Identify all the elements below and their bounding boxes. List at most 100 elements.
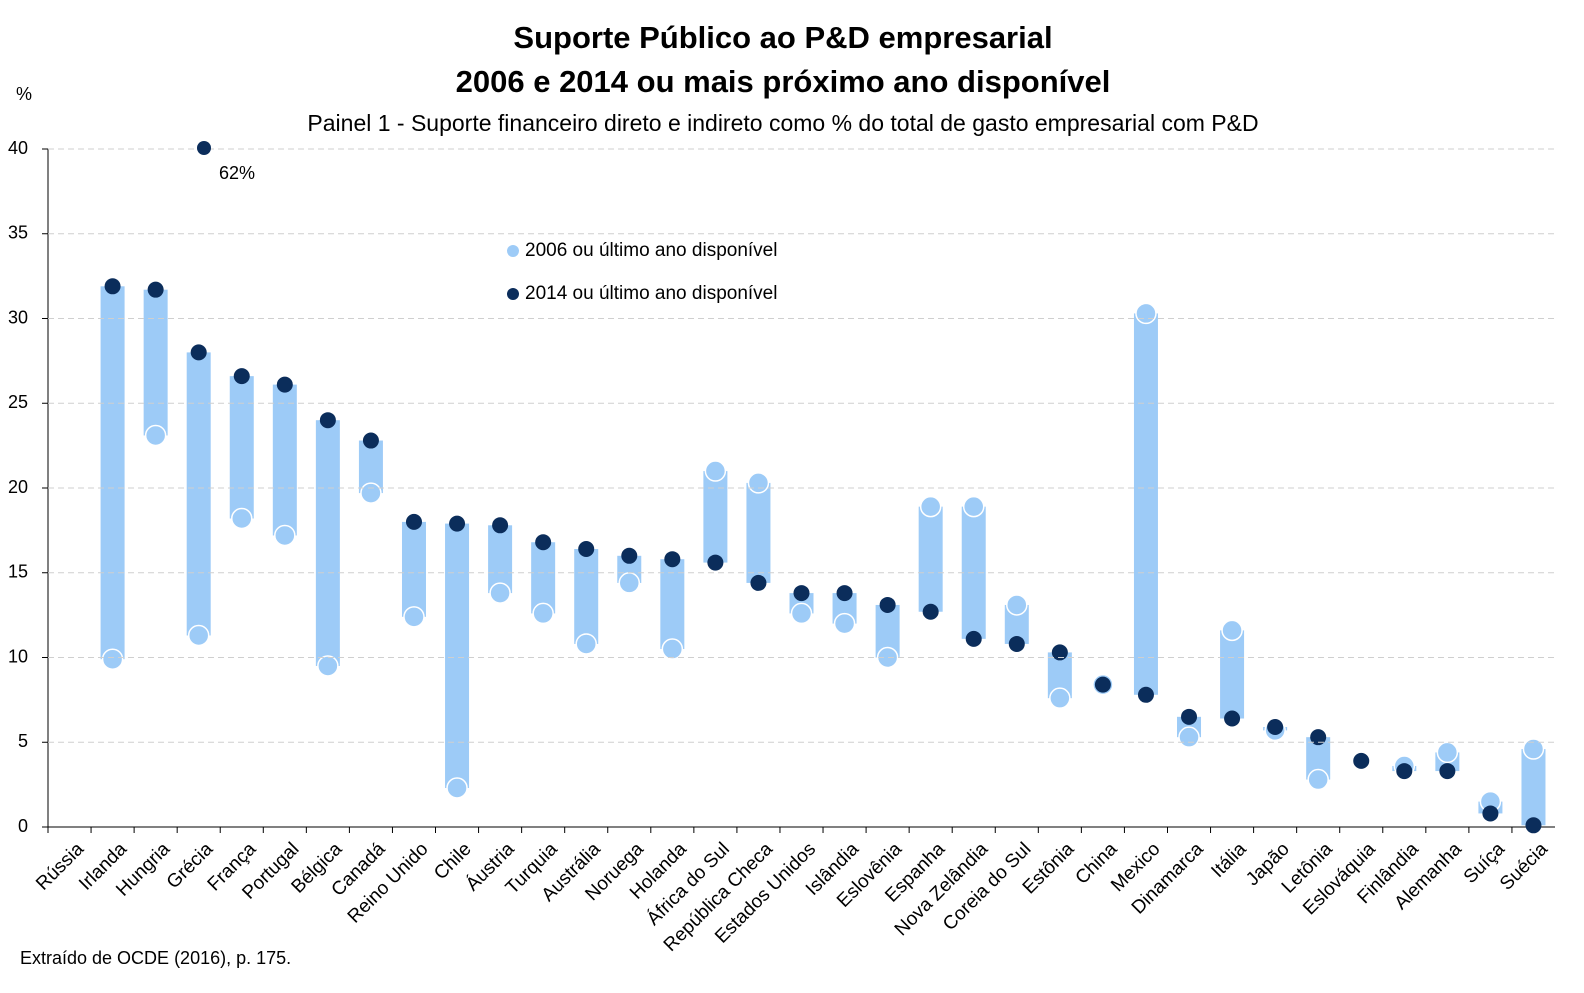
range-bar bbox=[401, 521, 426, 617]
dot bbox=[492, 517, 509, 534]
dot bbox=[1049, 687, 1071, 709]
dot bbox=[403, 606, 425, 628]
range-bar bbox=[229, 376, 254, 519]
dot bbox=[360, 482, 382, 504]
dot bbox=[1353, 752, 1370, 769]
range-bar bbox=[660, 559, 685, 650]
dot bbox=[704, 460, 727, 482]
dot bbox=[1094, 676, 1111, 693]
dot bbox=[922, 603, 939, 620]
dot bbox=[1135, 302, 1157, 325]
dot bbox=[276, 376, 293, 393]
dot bbox=[919, 495, 942, 518]
dot bbox=[1051, 644, 1068, 661]
dot bbox=[1181, 708, 1198, 725]
dot bbox=[1006, 594, 1028, 616]
dot bbox=[1436, 741, 1459, 764]
dot bbox=[144, 424, 167, 447]
dot bbox=[1439, 763, 1456, 780]
y-tick-label: 25 bbox=[8, 392, 28, 412]
dot bbox=[405, 513, 422, 530]
chart-title: Suporte Público ao P&D empresarial bbox=[513, 20, 1052, 55]
dot bbox=[231, 507, 253, 530]
range-bar bbox=[315, 420, 340, 666]
dot bbox=[962, 495, 985, 518]
dot bbox=[1267, 718, 1284, 735]
value-label: 62% bbox=[219, 163, 255, 183]
range-bar bbox=[1521, 749, 1546, 826]
dot bbox=[836, 585, 853, 602]
dot bbox=[707, 554, 724, 571]
dot bbox=[489, 582, 511, 604]
dot bbox=[876, 646, 899, 669]
dot bbox=[750, 574, 767, 591]
range-bar bbox=[574, 549, 599, 644]
dot bbox=[575, 633, 597, 655]
dot bbox=[1008, 635, 1025, 652]
range-bar bbox=[186, 352, 211, 636]
dot bbox=[1307, 768, 1329, 791]
dot bbox=[1482, 805, 1499, 822]
y-tick-label: 10 bbox=[8, 646, 28, 666]
range-bar bbox=[1004, 604, 1029, 644]
range-bar bbox=[445, 523, 470, 789]
y-tick-label: 5 bbox=[18, 731, 28, 751]
dot bbox=[1221, 619, 1243, 642]
dot bbox=[362, 432, 379, 449]
range-bar bbox=[1133, 313, 1158, 695]
source-note: Extraído de OCDE (2016), p. 175. bbox=[20, 948, 291, 968]
legend-marker bbox=[507, 288, 519, 300]
dot bbox=[578, 541, 595, 558]
dot bbox=[233, 368, 250, 385]
dot bbox=[101, 648, 124, 670]
y-tick-label: 40 bbox=[8, 138, 28, 158]
dot bbox=[661, 638, 684, 660]
dot bbox=[446, 777, 468, 799]
dot bbox=[190, 344, 207, 361]
y-tick-label: 20 bbox=[8, 477, 28, 497]
dot bbox=[104, 278, 121, 295]
annotation-marker bbox=[197, 141, 211, 155]
dot bbox=[618, 572, 641, 594]
dot bbox=[274, 524, 296, 547]
dot bbox=[790, 602, 813, 625]
range-bar bbox=[100, 286, 125, 660]
dot bbox=[1396, 763, 1413, 780]
y-axis-label: % bbox=[16, 84, 32, 104]
dot bbox=[621, 547, 638, 564]
chart-title: 2006 e 2014 ou mais próximo ano disponív… bbox=[456, 64, 1111, 99]
x-tick-label: Rússia bbox=[32, 838, 88, 894]
dot bbox=[965, 630, 982, 647]
dot bbox=[147, 281, 164, 298]
dot bbox=[532, 602, 554, 625]
dot bbox=[187, 624, 210, 647]
range-bar bbox=[488, 525, 513, 594]
dot bbox=[449, 515, 466, 532]
range-bar bbox=[918, 506, 943, 612]
dot bbox=[1522, 738, 1545, 760]
range-bar bbox=[703, 471, 728, 563]
range-bar bbox=[746, 482, 771, 583]
y-tick-label: 0 bbox=[18, 816, 28, 836]
dot bbox=[319, 412, 336, 429]
dot bbox=[747, 472, 770, 494]
legend-label: 2006 ou último ano disponível bbox=[525, 240, 777, 261]
plot-area bbox=[100, 278, 1546, 834]
dot bbox=[793, 585, 810, 602]
dot bbox=[317, 655, 339, 677]
legend-label: 2014 ou último ano disponível bbox=[525, 283, 777, 304]
dot bbox=[1178, 726, 1200, 748]
dot bbox=[879, 596, 896, 613]
chart-subtitle: Painel 1 - Suporte financeiro direto e i… bbox=[307, 110, 1258, 136]
dot bbox=[664, 551, 681, 568]
range-bar bbox=[143, 289, 168, 436]
legend-marker bbox=[507, 245, 519, 257]
dot bbox=[1525, 817, 1542, 834]
dot bbox=[1224, 710, 1241, 727]
range-bar bbox=[531, 542, 556, 614]
dot bbox=[1137, 686, 1154, 703]
y-tick-label: 35 bbox=[8, 223, 28, 243]
x-tick-label: Suécia bbox=[1496, 838, 1552, 894]
y-tick-label: 15 bbox=[8, 562, 28, 582]
dot bbox=[833, 612, 856, 635]
